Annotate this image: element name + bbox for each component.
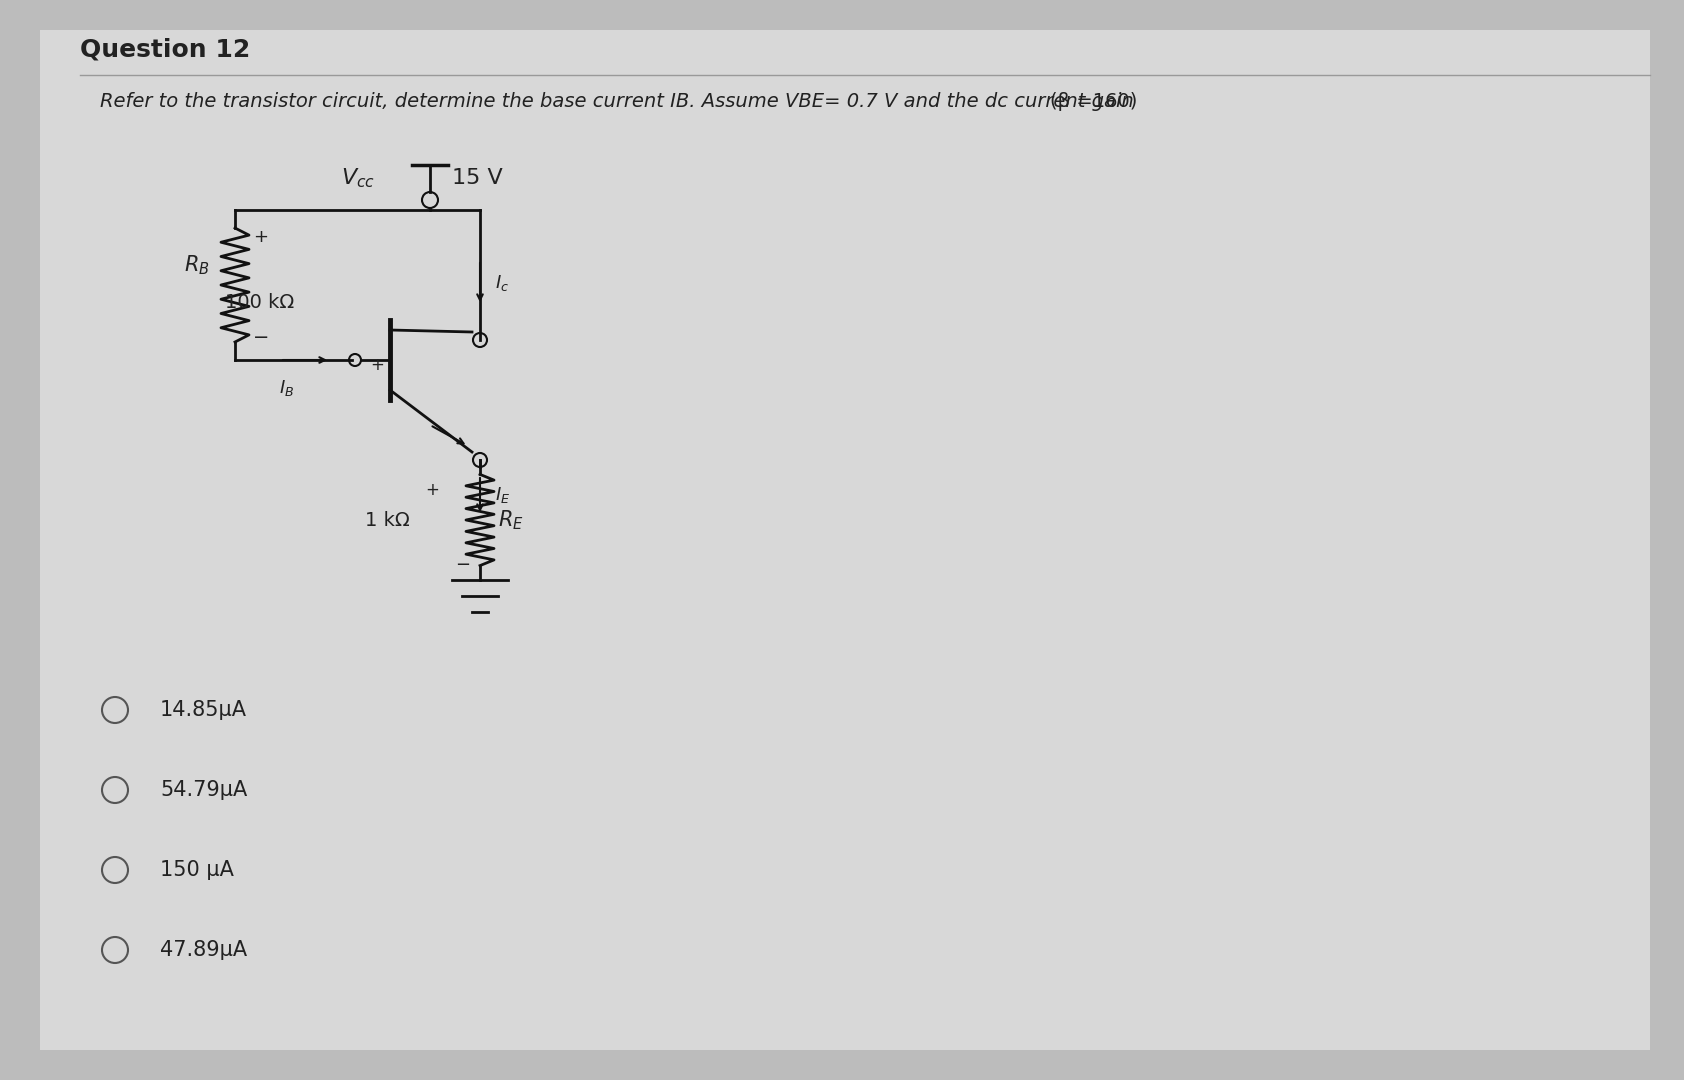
Text: $R_B$: $R_B$ (184, 254, 210, 276)
Text: −: − (455, 556, 470, 573)
Text: +: + (370, 356, 384, 374)
Text: +: + (424, 481, 440, 499)
Text: $I_B$: $I_B$ (280, 378, 295, 399)
Text: $I_E$: $I_E$ (495, 485, 510, 505)
Text: $R_E$: $R_E$ (498, 509, 524, 531)
Text: 15 V: 15 V (451, 168, 504, 188)
Text: +: + (253, 228, 268, 246)
Text: $V_{cc}$: $V_{cc}$ (340, 166, 376, 190)
FancyBboxPatch shape (40, 30, 1650, 1050)
Text: 150 μA: 150 μA (160, 860, 234, 880)
Text: Refer to the transistor circuit, determine the base current IB. Assume VBE= 0.7 : Refer to the transistor circuit, determi… (99, 92, 1133, 111)
Text: 54.79μA: 54.79μA (160, 780, 248, 800)
Text: 47.89μA: 47.89μA (160, 940, 248, 960)
Text: −: − (253, 328, 269, 348)
Text: 1 kΩ: 1 kΩ (365, 511, 409, 529)
Text: Question 12: Question 12 (81, 38, 251, 62)
Text: (β =160): (β =160) (1051, 92, 1137, 111)
Text: $I_c$: $I_c$ (495, 273, 509, 293)
Text: 14.85μA: 14.85μA (160, 700, 248, 720)
Text: 100 kΩ: 100 kΩ (226, 293, 295, 312)
